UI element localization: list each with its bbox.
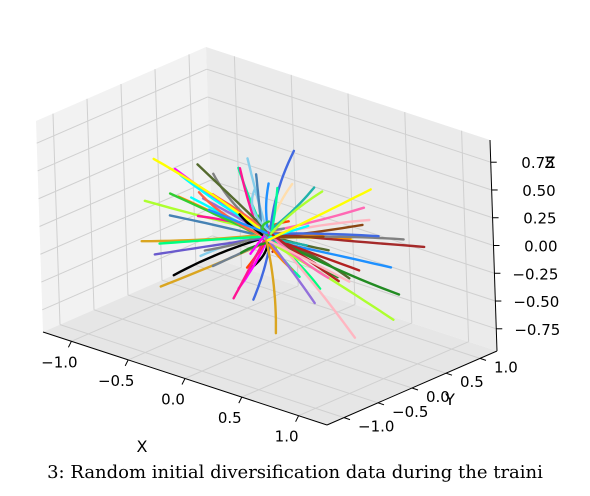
- z-tick-label: 0.00: [524, 238, 557, 256]
- x-tick-label: 1.0: [275, 428, 299, 446]
- trajectory-line: [263, 233, 316, 305]
- grid-lines: [36, 54, 497, 419]
- z-tick-label: 0.25: [523, 210, 556, 228]
- tick-mark: [238, 396, 243, 404]
- figure-caption: 3: Random initial diversification data d…: [47, 462, 543, 483]
- x-tick-labels: −1.0 −0.5 0.0 0.5 1.0: [41, 353, 298, 445]
- y-tick-label: 1.0: [494, 358, 518, 376]
- y-tick-label: 0.0: [426, 388, 450, 406]
- tick-mark: [445, 372, 453, 376]
- trajectory-line: [266, 188, 372, 242]
- y-tick-label: −1.0: [358, 418, 394, 436]
- y-axis-label: Y: [444, 390, 455, 409]
- trajectory-line: [168, 214, 270, 239]
- z-axis-label: Z: [545, 153, 556, 172]
- y-tick-label: −0.5: [392, 403, 428, 421]
- grid-line: [59, 324, 345, 419]
- y-tick-label: 0.5: [460, 373, 484, 391]
- x-axis-label: X: [137, 437, 148, 456]
- grid-line: [206, 68, 491, 163]
- trajectory-line: [158, 235, 263, 245]
- 3d-trajectory-plot: −1.0−0.50.00.51.0 −1.0−0.50.00.51.0 −0.7…: [36, 47, 560, 456]
- trajectory-line: [196, 163, 269, 233]
- tick-mark: [124, 359, 129, 367]
- grid-line: [38, 124, 209, 200]
- z-tick-label: 0.75: [521, 154, 554, 172]
- trajectory-line: [246, 157, 269, 234]
- z-tick-label: −0.75: [514, 321, 560, 339]
- tick-mark: [295, 415, 300, 422]
- tick-marks: [67, 161, 503, 422]
- trajectory-line: [172, 234, 274, 277]
- z-tick-label: 0.50: [522, 182, 555, 200]
- grid-line: [93, 309, 379, 404]
- z-tick-labels: −0.75 −0.50 −0.25 0.00 0.25 0.50 0.75: [512, 154, 560, 339]
- grid-line: [39, 152, 210, 227]
- trajectory-line: [239, 241, 270, 255]
- data-series: [140, 149, 426, 339]
- grid-line: [36, 68, 207, 144]
- z-tick-label: −0.50: [513, 293, 559, 311]
- trajectory-line: [250, 187, 271, 233]
- trajectory-line: [264, 236, 278, 335]
- grid-line: [40, 179, 211, 255]
- grid-line: [161, 279, 447, 374]
- x-tick-label: −1.0: [41, 353, 77, 371]
- trajectory-line: [207, 208, 268, 235]
- tick-mark: [181, 378, 186, 385]
- grid-line: [37, 96, 208, 172]
- tick-mark: [479, 357, 487, 361]
- grid-line: [41, 207, 212, 283]
- trajectory-line: [152, 157, 272, 239]
- trajectory-line: [268, 233, 330, 280]
- trajectory-line: [249, 231, 268, 255]
- grid-line: [127, 294, 413, 389]
- grid-line: [207, 96, 492, 191]
- tick-mark: [411, 387, 419, 391]
- trajectory-line: [238, 213, 266, 238]
- trajectory-line: [262, 231, 426, 249]
- tick-mark: [67, 341, 72, 348]
- x-tick-label: 0.5: [218, 409, 242, 427]
- x-tick-label: 0.0: [161, 391, 185, 409]
- tick-mark: [377, 402, 385, 406]
- grid-line: [42, 235, 213, 311]
- y-tick-labels: −1.0−0.50.0 0.5 1.0: [358, 358, 518, 435]
- z-tick-label: −0.25: [512, 265, 558, 283]
- x-tick-label: −0.5: [98, 372, 134, 390]
- trajectory-line: [267, 239, 351, 283]
- trajectory-line: [197, 191, 266, 238]
- trajectory-line: [269, 190, 324, 235]
- grid-line: [208, 124, 493, 219]
- tick-mark: [343, 417, 351, 421]
